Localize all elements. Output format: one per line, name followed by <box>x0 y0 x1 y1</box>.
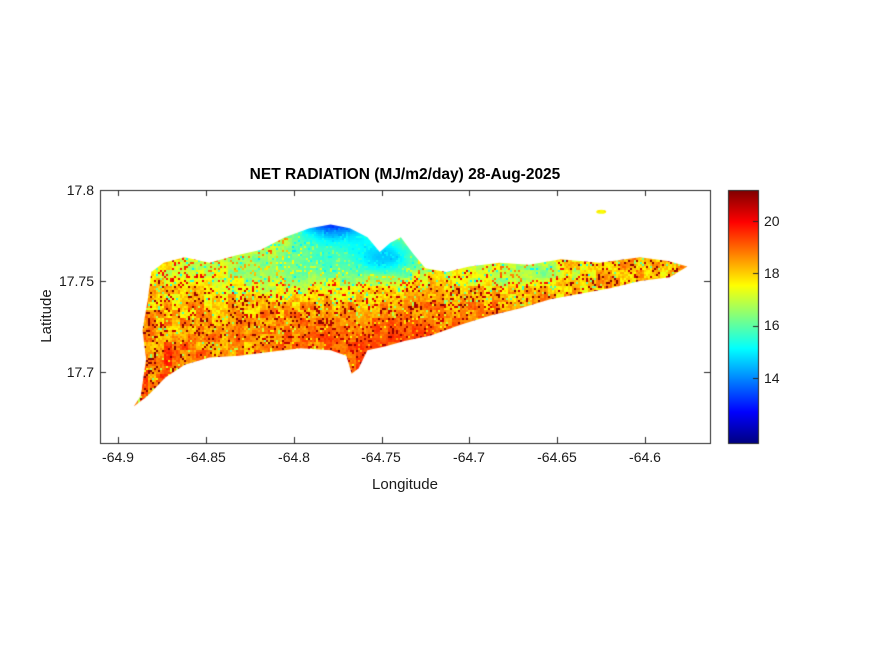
x-tick-label-64-9: -64.9 <box>102 449 134 465</box>
colorbar-tick-label-20: 20 <box>764 213 780 229</box>
y-tick-label-17-7: 17.7 <box>66 364 94 380</box>
x-tick-label-64-85: -64.85 <box>186 449 226 465</box>
x-tick-label-64-8: -64.8 <box>278 449 310 465</box>
colorbar-tick-label-16: 16 <box>764 317 780 333</box>
colorbar-tick-label-14: 14 <box>764 370 780 386</box>
chart-title: NET RADIATION (MJ/m2/day) 28-Aug-2025 <box>249 166 561 183</box>
y-tick-label-17-8: 17.8 <box>66 182 94 198</box>
x-axis-label: Longitude <box>372 476 438 493</box>
x-tick-label-64-75: -64.75 <box>361 449 401 465</box>
x-tick-label-64-65: -64.65 <box>537 449 577 465</box>
y-tick-label-17-75: 17.75 <box>58 273 94 289</box>
x-tick-label-64-7: -64.7 <box>453 449 485 465</box>
x-tick-label-64-6: -64.6 <box>629 449 661 465</box>
colorbar-tick-label-18: 18 <box>764 265 780 281</box>
